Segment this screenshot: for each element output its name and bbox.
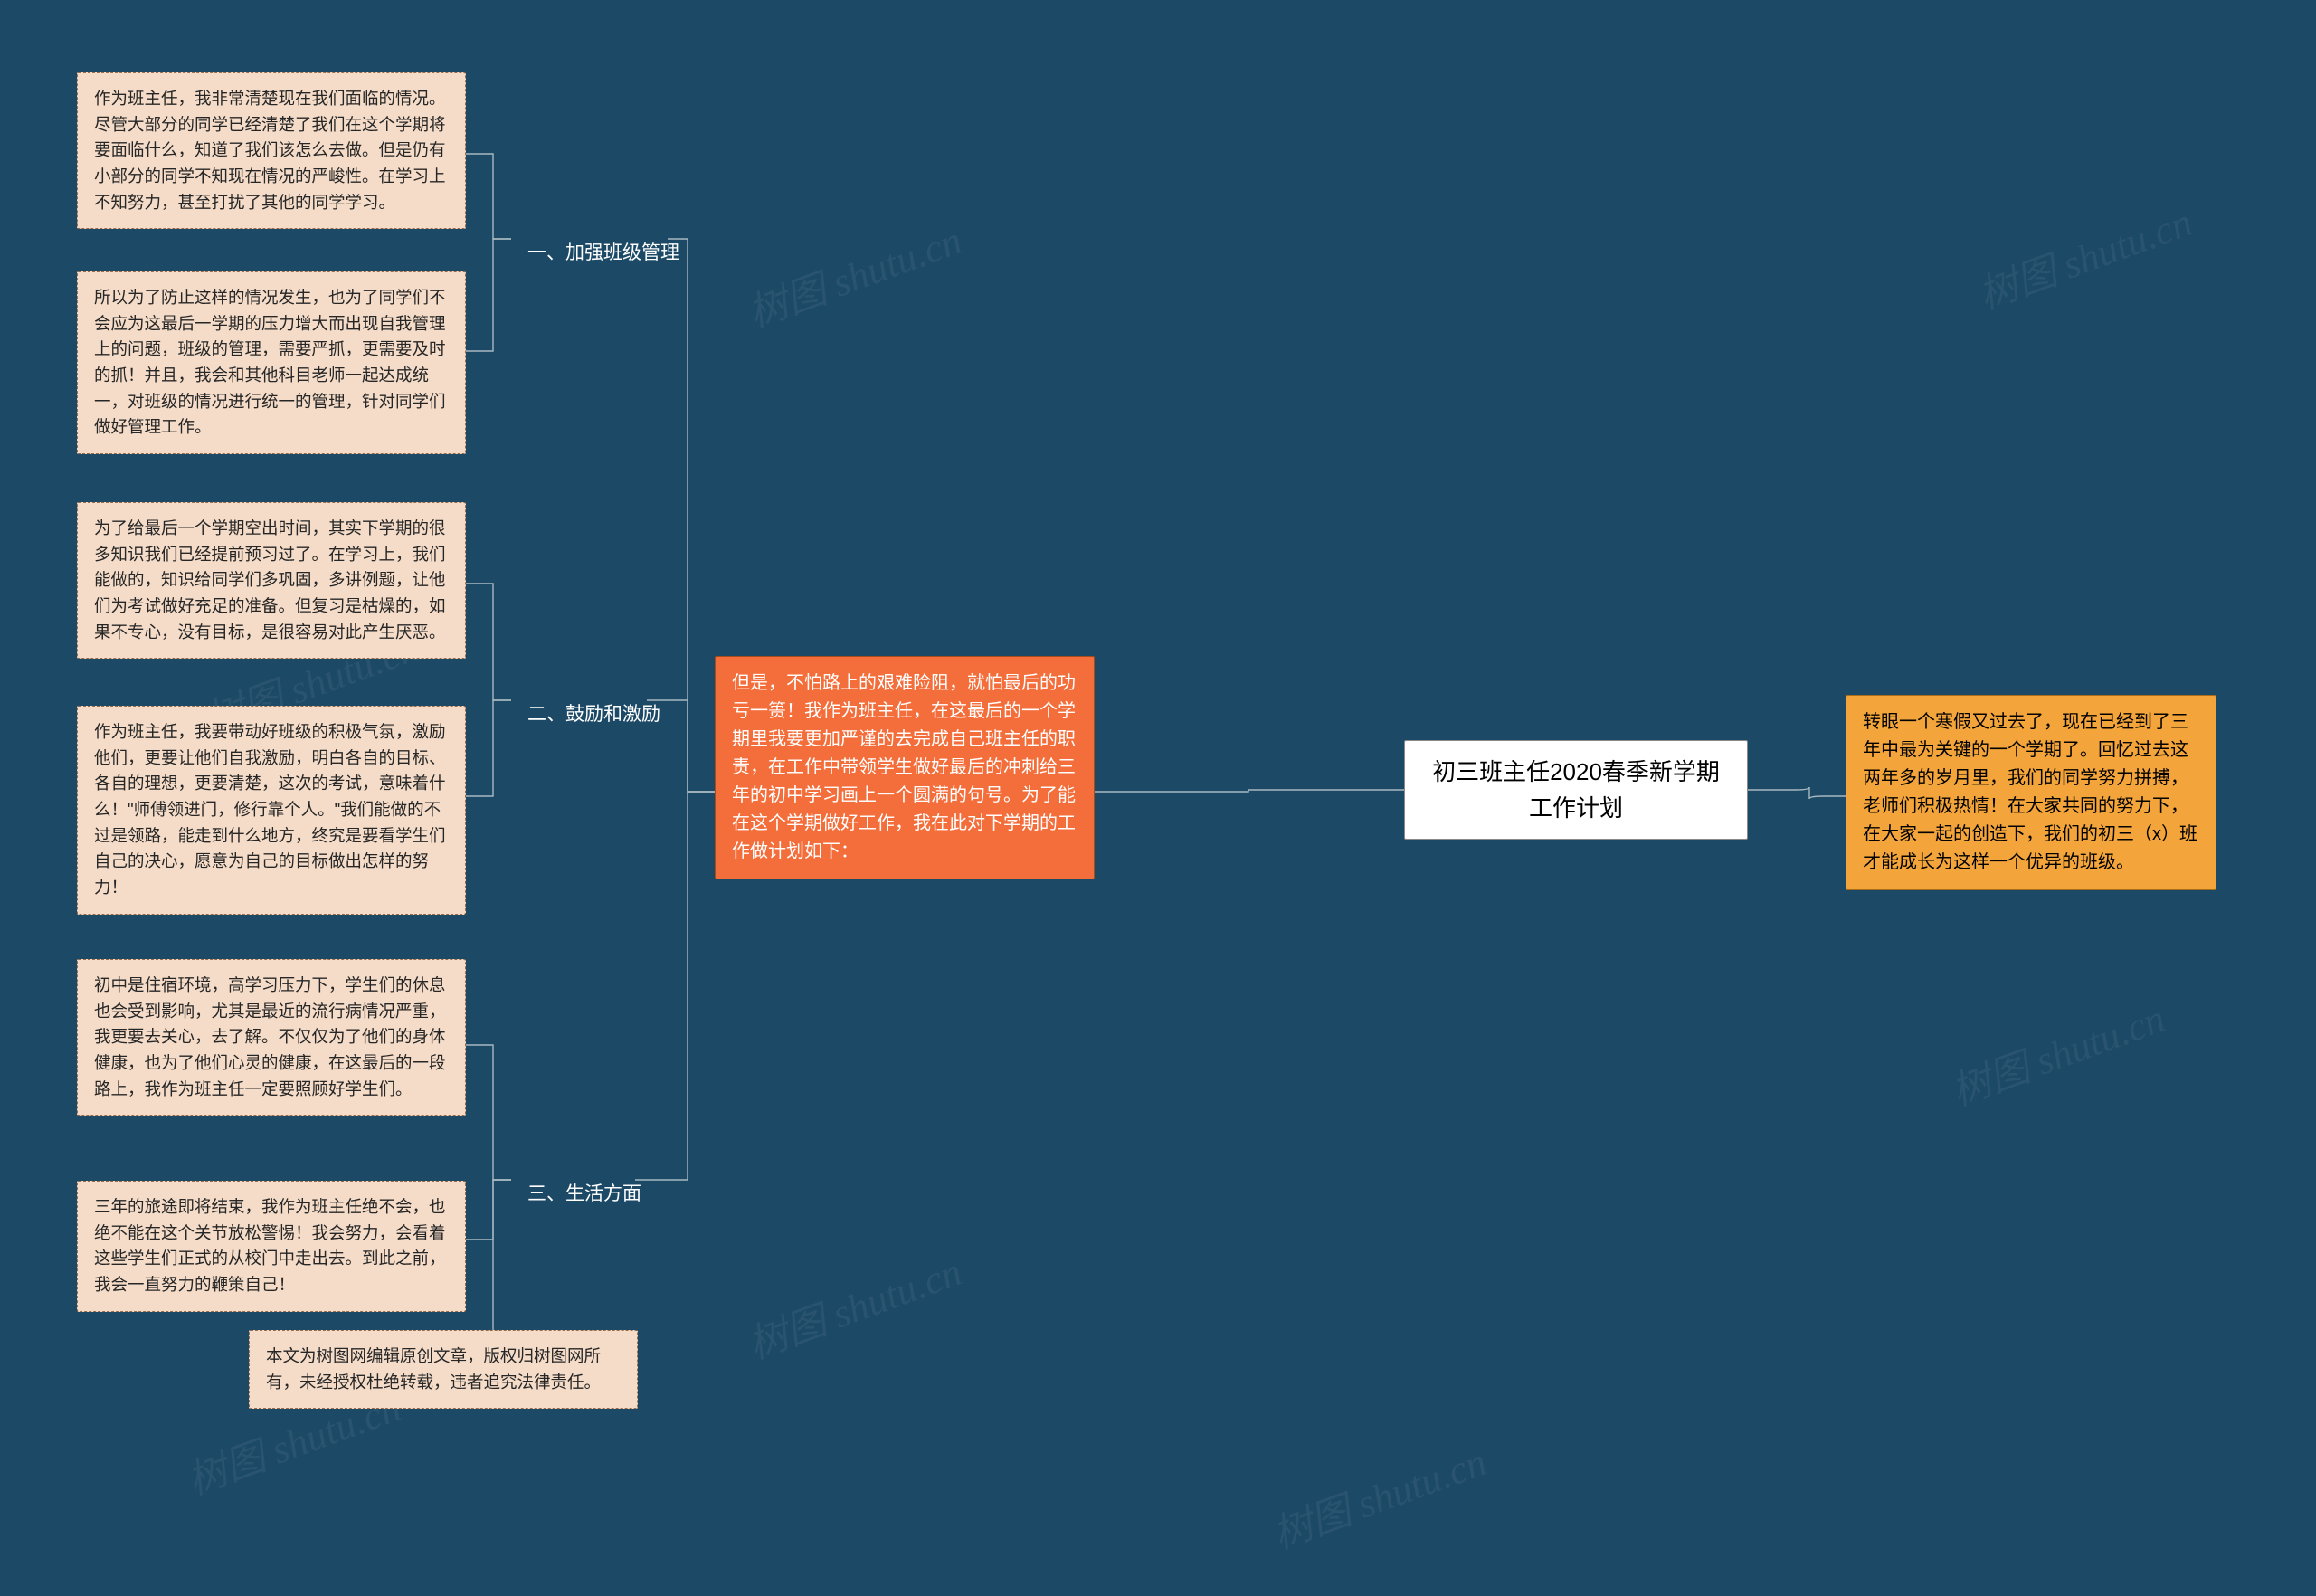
watermark: 树图 shutu.cn bbox=[739, 1240, 969, 1371]
mindmap-branch-2[interactable]: 二、鼓励和激励 bbox=[511, 688, 677, 743]
mindmap-node-intro[interactable]: 转眼一个寒假又过去了，现在已经到了三年中最为关键的一个学期了。回忆过去这两年多的… bbox=[1846, 695, 2216, 890]
node-text: 转眼一个寒假又过去了，现在已经到了三年中最为关键的一个学期了。回忆过去这两年多的… bbox=[1863, 712, 2197, 872]
leaf-text: 所以为了防止这样的情况发生，也为了同学们不会应为这最后一学期的压力增大而出现自我… bbox=[94, 288, 446, 436]
leaf-text: 为了给最后一个学期空出时间，其实下学期的很多知识我们已经提前预习过了。在学习上，… bbox=[94, 518, 446, 641]
leaf-text: 初中是住宿环境，高学习压力下，学生们的休息也会受到影响，尤其是最近的流行病情况严… bbox=[94, 975, 446, 1098]
mindmap-leaf[interactable]: 初中是住宿环境，高学习压力下，学生们的休息也会受到影响，尤其是最近的流行病情况严… bbox=[77, 959, 466, 1116]
mindmap-leaf[interactable]: 所以为了防止这样的情况发生，也为了同学们不会应为这最后一学期的压力增大而出现自我… bbox=[77, 271, 466, 454]
branch-label: 三、生活方面 bbox=[527, 1183, 641, 1204]
watermark: 树图 shutu.cn bbox=[1264, 1430, 1494, 1561]
leaf-text: 作为班主任，我要带动好班级的积极气氛，激励他们，更要让他们自我激励，明白各自的目… bbox=[94, 722, 446, 897]
mindmap-branch-3[interactable]: 三、生活方面 bbox=[511, 1167, 658, 1222]
mindmap-leaf[interactable]: 作为班主任，我非常清楚现在我们面临的情况。尽管大部分的同学已经清楚了我们在这个学… bbox=[77, 72, 466, 229]
branch-label: 二、鼓励和激励 bbox=[527, 704, 660, 725]
node-text: 但是，不怕路上的艰难险阻，就怕最后的功亏一篑！我作为班主任，在这最后的一个学期里… bbox=[732, 673, 1076, 861]
mindmap-branch-1[interactable]: 一、加强班级管理 bbox=[511, 226, 696, 281]
branch-label: 一、加强班级管理 bbox=[527, 242, 679, 263]
mindmap-leaf[interactable]: 为了给最后一个学期空出时间，其实下学期的很多知识我们已经提前预习过了。在学习上，… bbox=[77, 502, 466, 659]
mindmap-leaf[interactable]: 本文为树图网编辑原创文章，版权归树图网所有，未经授权杜绝转载，违者追究法律责任。 bbox=[249, 1330, 638, 1409]
root-node-text: 初三班主任2020春季新学期工作计划 bbox=[1432, 754, 1720, 827]
watermark: 树图 shutu.cn bbox=[1970, 190, 2199, 321]
watermark: 树图 shutu.cn bbox=[739, 208, 969, 339]
leaf-text: 作为班主任，我非常清楚现在我们面临的情况。尽管大部分的同学已经清楚了我们在这个学… bbox=[94, 89, 446, 212]
mindmap-node-summary[interactable]: 但是，不怕路上的艰难险阻，就怕最后的功亏一篑！我作为班主任，在这最后的一个学期里… bbox=[715, 656, 1095, 879]
leaf-text: 本文为树图网编辑原创文章，版权归树图网所有，未经授权杜绝转载，违者追究法律责任。 bbox=[266, 1346, 601, 1392]
watermark: 树图 shutu.cn bbox=[1942, 986, 2172, 1117]
mindmap-leaf[interactable]: 作为班主任，我要带动好班级的积极气氛，激励他们，更要让他们自我激励，明白各自的目… bbox=[77, 706, 466, 915]
leaf-text: 三年的旅途即将结束，我作为班主任绝不会，也绝不能在这个关节放松警惕！我会努力，会… bbox=[94, 1197, 446, 1294]
mindmap-leaf[interactable]: 三年的旅途即将结束，我作为班主任绝不会，也绝不能在这个关节放松警惕！我会努力，会… bbox=[77, 1181, 466, 1312]
mindmap-root-node[interactable]: 初三班主任2020春季新学期工作计划 bbox=[1404, 740, 1748, 840]
